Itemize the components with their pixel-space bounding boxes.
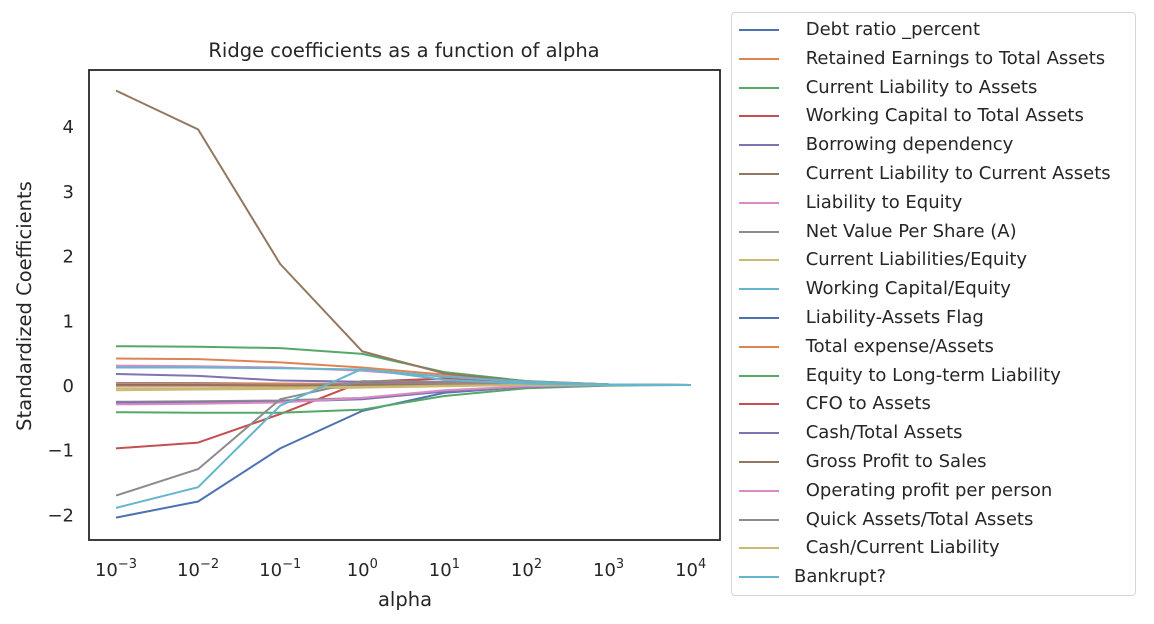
legend: Debt ratio _percent Retained Earnings to…	[731, 12, 1136, 596]
legend-item: Working Capital to Total Assets	[732, 101, 1132, 130]
legend-label: Cash/Total Assets	[800, 422, 963, 444]
legend-swatch	[739, 259, 779, 262]
legend-label: Total expense/Assets	[800, 335, 994, 357]
legend-item: Working Capital/Equity	[732, 274, 1132, 303]
legend-label: Working Capital/Equity	[800, 278, 1011, 300]
legend-item: Gross Profit to Sales	[732, 447, 1132, 476]
legend-item: Liability-Assets Flag	[732, 303, 1132, 332]
y-tick-label: −1	[47, 441, 74, 462]
legend-swatch	[739, 345, 779, 348]
x-tick-label: 101	[429, 557, 460, 581]
x-tick-label: 102	[511, 557, 542, 581]
legend-item: Cash/Total Assets	[732, 418, 1132, 447]
legend-swatch	[739, 461, 779, 463]
legend-label: Equity to Long-term Liability	[800, 364, 1061, 386]
x-tick-label: 100	[347, 557, 378, 581]
legend-item: Net Value Per Share (A)	[732, 217, 1132, 246]
plot-frame	[88, 69, 721, 541]
legend-swatch	[739, 144, 779, 147]
legend-swatch	[739, 57, 779, 60]
series-line	[115, 384, 691, 519]
legend-item: Current Liabilities/Equity	[732, 245, 1132, 274]
legend-label: Cash/Current Liability	[800, 537, 1000, 559]
series-layer	[115, 89, 691, 519]
legend-swatch	[739, 230, 779, 233]
y-tick-label: 0	[63, 376, 74, 397]
legend-item: Debt ratio _percent	[732, 15, 1132, 44]
legend-swatch	[739, 29, 779, 31]
legend-label: Quick Assets/Total Assets	[800, 508, 1034, 530]
plot-area	[88, 69, 721, 541]
series-line	[115, 89, 691, 386]
legend-swatch	[739, 201, 779, 204]
x-axis-ticks: 10−3 10−2 10−1 100 101 102 103 104	[95, 557, 706, 581]
chart-title: Ridge coefficients as a function of alph…	[208, 39, 599, 62]
legend-swatch	[739, 547, 779, 550]
legend-item: Borrowing dependency	[732, 130, 1132, 159]
legend-label: Retained Earnings to Total Assets	[800, 47, 1106, 69]
legend-swatch	[739, 403, 779, 406]
legend-item: Quick Assets/Total Assets	[732, 505, 1132, 534]
legend-label: CFO to Assets	[800, 393, 931, 415]
legend-item: Liability to Equity	[732, 188, 1132, 217]
y-axis-label: Standardized Coefficients	[13, 181, 36, 431]
x-tick-label: 10−2	[177, 557, 219, 581]
series-line	[115, 380, 691, 497]
x-tick-label: 104	[675, 557, 706, 581]
legend-label: Operating profit per person	[800, 479, 1053, 501]
legend-label: Bankrupt?	[794, 566, 887, 588]
legend-swatch	[739, 489, 779, 492]
legend-swatch	[739, 288, 779, 291]
x-axis-label: alpha	[378, 588, 432, 611]
legend-item: Operating profit per person	[732, 476, 1132, 505]
y-tick-label: 1	[63, 311, 74, 332]
legend-item: Cash/Current Liability	[732, 533, 1132, 562]
y-tick-label: 2	[63, 247, 74, 268]
legend-swatch	[739, 317, 779, 319]
legend-item: Retained Earnings to Total Assets	[732, 44, 1132, 73]
x-tick-label: 103	[593, 557, 624, 581]
x-tick-label: 10−1	[259, 557, 301, 581]
legend-label: Current Liabilities/Equity	[800, 249, 1028, 271]
legend-label: Working Capital to Total Assets	[800, 105, 1084, 127]
legend-label: Net Value Per Share (A)	[800, 220, 1017, 242]
legend-item: Total expense/Assets	[732, 332, 1132, 361]
legend-label: Gross Profit to Sales	[800, 451, 987, 472]
legend-item: Current Liability to Assets	[732, 73, 1132, 102]
legend-label: Debt ratio _percent	[800, 19, 981, 40]
legend-swatch	[739, 115, 779, 118]
legend-label: Borrowing dependency	[800, 134, 1014, 156]
legend-swatch	[739, 518, 779, 521]
legend-item: CFO to Assets	[732, 389, 1132, 418]
legend-swatch	[739, 173, 779, 175]
series-line	[115, 367, 691, 509]
y-tick-label: 3	[63, 182, 74, 203]
legend-swatch	[739, 86, 779, 89]
legend-label: Liability-Assets Flag	[800, 307, 984, 328]
legend-swatch	[739, 432, 779, 435]
legend-label: Current Liability to Assets	[800, 76, 1038, 98]
y-tick-label: −2	[47, 505, 74, 526]
y-tick-label: 4	[63, 117, 74, 138]
legend-label: Liability to Equity	[800, 191, 963, 213]
legend-item: Bankrupt?	[732, 562, 1132, 591]
legend-swatch	[739, 576, 779, 579]
legend-item: Equity to Long-term Liability	[732, 361, 1132, 390]
y-axis-ticks: 4 3 2 1 0 −1 −2	[47, 117, 74, 526]
legend-swatch	[739, 374, 779, 377]
legend-item: Current Liability to Current Assets	[732, 159, 1132, 188]
x-tick-label: 10−3	[95, 557, 137, 581]
legend-label: Current Liability to Current Assets	[800, 163, 1111, 184]
